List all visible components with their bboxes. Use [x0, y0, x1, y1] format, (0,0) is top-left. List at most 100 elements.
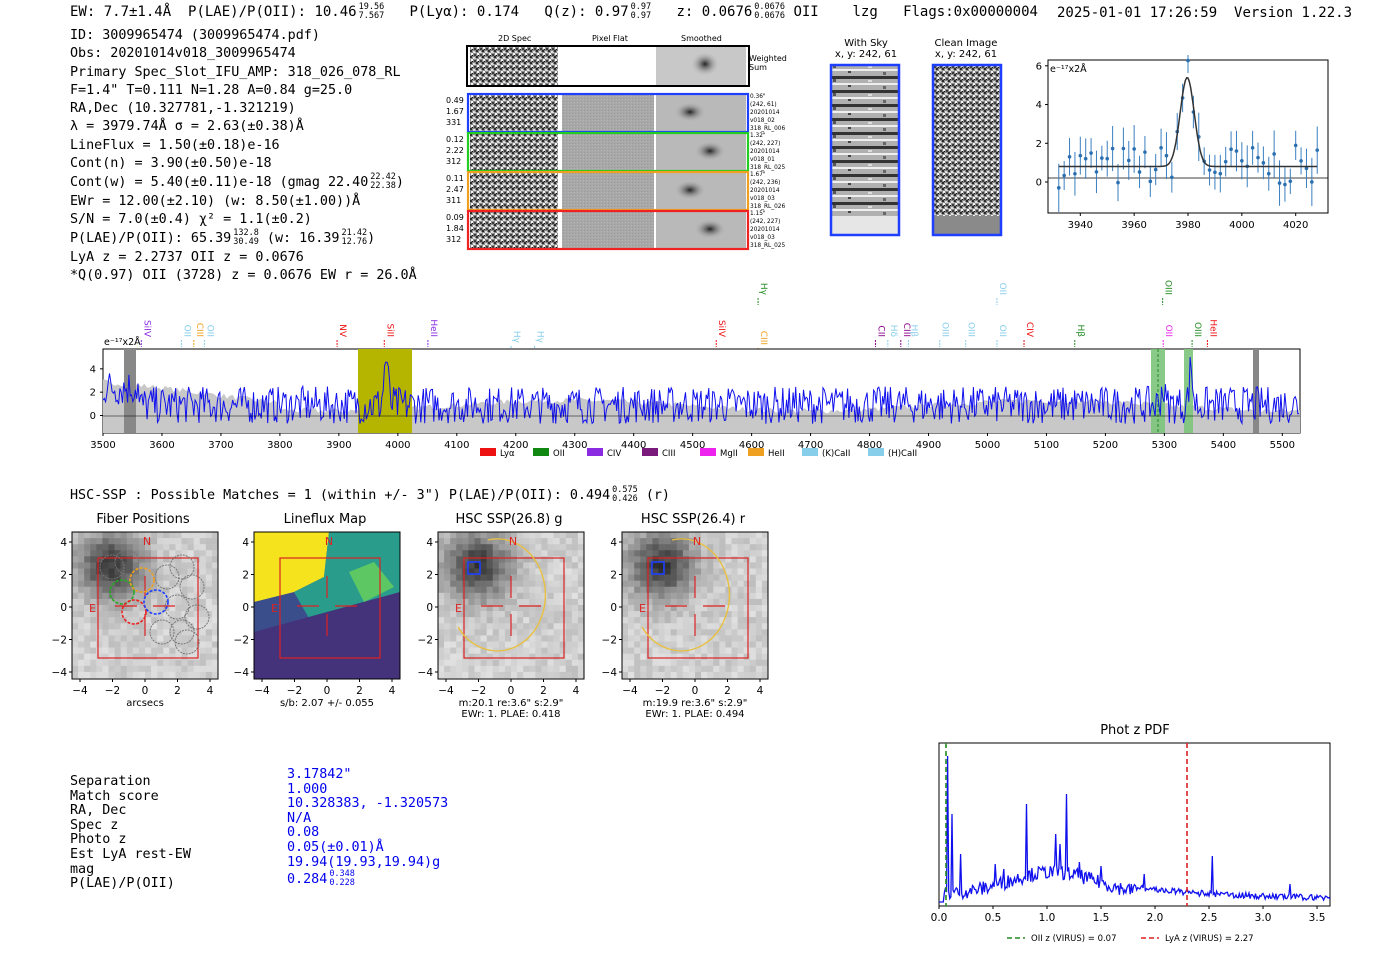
- spectral-line-label: Hγ: [511, 331, 521, 344]
- legend-label: MgII: [720, 449, 738, 459]
- hsc-ytick-label: −4: [602, 667, 618, 679]
- hsc-xtick-label: 4: [757, 685, 764, 697]
- hsc-xtick-label: 2: [540, 685, 547, 697]
- zoom-data-point: [1170, 175, 1174, 180]
- zoom-data-point: [1299, 159, 1303, 163]
- spectral-line-labels: SiIV OII CIII OII NV SiII HeII Hγ Hγ SiIVCIIIHγCI…: [140, 280, 1217, 355]
- zoom-xtick-label: 3960: [1121, 220, 1146, 231]
- header-q: Q(z): 0.97: [544, 4, 629, 20]
- zoom-data-point: [1207, 168, 1212, 172]
- spectral-line-label: OII: [204, 325, 214, 337]
- spectral-line-label: OIII: [966, 322, 976, 337]
- spectral-line-label: Hγ: [758, 283, 768, 296]
- info-plae-hi: 132.8: [233, 228, 259, 239]
- cutout-val-1-2: 312: [446, 157, 461, 166]
- spectral-line-label: HeII: [1207, 319, 1217, 337]
- spectral-line-label: OII: [1163, 325, 1173, 337]
- zoom-data-point: [1266, 171, 1271, 176]
- zoom-y-ticks: 6 4 2 0: [1036, 61, 1048, 189]
- zoom-data-point: [1277, 181, 1282, 185]
- photz-legend-oii: OII z (VIRUS) = 0.07: [1031, 934, 1117, 944]
- cutout-meta-2-4: 318_RL_026: [750, 204, 785, 210]
- zoom-data-point: [1078, 153, 1083, 158]
- zoom-data-point: [1083, 156, 1088, 161]
- hsc-ytick-label: 0: [426, 602, 433, 614]
- clean-image: [934, 66, 1000, 216]
- east-label: E: [271, 602, 278, 615]
- zoom-data-point: [1105, 156, 1110, 161]
- spec-xtick-label: 3600: [149, 440, 174, 451]
- header-plya: P(Lyα): 0.174: [409, 4, 520, 20]
- spec-scale-label: e⁻¹⁷x2Å: [104, 336, 141, 348]
- zoom-data-point: [1089, 151, 1093, 155]
- zoom-xtick-label: 4000: [1229, 220, 1254, 231]
- zoom-data-points: [1056, 55, 1320, 212]
- hsc-xtick-label: 2: [724, 685, 731, 697]
- spec-xtick-label: 5000: [975, 440, 1000, 451]
- photz-x-ticks: 0.0 0.5 1.0 1.5 2.0 2.5 3.0 3.5: [931, 906, 1326, 924]
- match-label-photoz: Photo z: [70, 832, 127, 848]
- photz-xtick-label: 3.5: [1309, 912, 1326, 924]
- hsc-panel-caption: m:20.1 re:3.6" s:2.9": [459, 698, 564, 709]
- spec-xtick-label: 4300: [562, 440, 587, 451]
- match-value-score: 1.000: [287, 781, 328, 797]
- cutout-val-3-1: 1.84: [446, 224, 464, 233]
- hsc-summary: HSC-SSP : Possible Matches = 1 (within +…: [70, 486, 670, 504]
- match-label-radec: RA, Dec: [70, 803, 127, 819]
- hsc-xtick-label: 4: [573, 685, 580, 697]
- spec-xtick-label: 3700: [208, 440, 233, 451]
- spec-y-ticks: 4 2 0: [90, 364, 103, 422]
- hsc-panel-caption: arcsecs: [126, 698, 164, 709]
- zoom-xtick-label: 4020: [1283, 220, 1308, 231]
- hsc-ytick-label: 2: [610, 570, 617, 582]
- cutout-val-2-2: 311: [446, 196, 461, 205]
- spectral-line-label: CII: [875, 325, 885, 337]
- hsc-ytick-label: 0: [610, 602, 617, 614]
- cutout-meta-3-0: 1.15": [750, 211, 766, 217]
- zoom-data-point: [1116, 180, 1120, 185]
- cutout-2d-row-0: [470, 94, 558, 132]
- match-plae-hi: 0.348: [329, 869, 355, 880]
- weighted-sum-2d: [470, 47, 558, 85]
- hsc-panel-caption: s/b: 2.07 +/- 0.055: [280, 698, 374, 709]
- legend-swatch: [587, 448, 603, 456]
- photz-pdf-curve: [939, 755, 1331, 903]
- spec-xtick-label: 5100: [1034, 440, 1059, 451]
- north-label: N: [509, 535, 517, 548]
- hsc-ytick-label: 4: [60, 537, 67, 549]
- cutout-meta-3-1: (242, 227): [750, 219, 780, 225]
- zoom-data-point: [1137, 170, 1142, 174]
- header-bar: EW: 7.7±1.4Å P(LAE)/P(OII): 10.46 19.56 7.…: [70, 3, 1038, 21]
- cutout-meta-2-3: v018_03: [750, 196, 775, 202]
- hsc-xtick-label: −2: [287, 685, 302, 697]
- north-label: N: [693, 535, 701, 548]
- spec-xtick-label: 5500: [1270, 440, 1295, 451]
- spec-xtick-label: 3500: [90, 440, 115, 451]
- spec-xtick-label: 4100: [444, 440, 469, 451]
- header-right: 2025-01-01 17:26:59 Version 1.22.3: [1057, 5, 1352, 21]
- spec-xtick-label: 4500: [680, 440, 705, 451]
- spectral-line-label: CIII: [758, 331, 768, 345]
- spec-xtick-label: 4800: [857, 440, 882, 451]
- hsc-xtick-label: −4: [622, 685, 638, 697]
- cutout-col-title-smooth: Smoothed: [681, 34, 722, 43]
- north-label: N: [325, 535, 333, 548]
- cutout-meta-0-0: 0.36": [750, 94, 766, 100]
- zoom-data-point: [1315, 148, 1320, 152]
- cutout-meta-0-3: v018_02: [750, 118, 775, 124]
- east-label: E: [89, 602, 96, 615]
- zoom-data-point: [1067, 154, 1072, 159]
- zoom-xtick-label: 3980: [1175, 220, 1200, 231]
- clean-image-title: Clean Image x, y: 242, 61: [930, 38, 1002, 60]
- header-plae: P(LAE)/P(OII): 10.46: [188, 4, 357, 20]
- cutout-meta-0-4: 318_RL_006: [750, 126, 785, 132]
- cutout-rows: 0.49 1.67 331 0.36" (242, 61) 20201014 v018_02…: [446, 92, 785, 251]
- header-lzg: lzg: [852, 4, 878, 20]
- zoom-ytick-label: 6: [1036, 61, 1042, 72]
- zoom-data-point: [1153, 167, 1158, 172]
- info-lya: LyA z = 2.2737 OII z = 0.0676: [70, 249, 304, 265]
- east-label: E: [639, 602, 646, 615]
- info-plae-w-lo: 12.76: [341, 237, 368, 248]
- zoom-data-point: [1310, 180, 1314, 184]
- spectral-line-label: SiII: [384, 323, 394, 337]
